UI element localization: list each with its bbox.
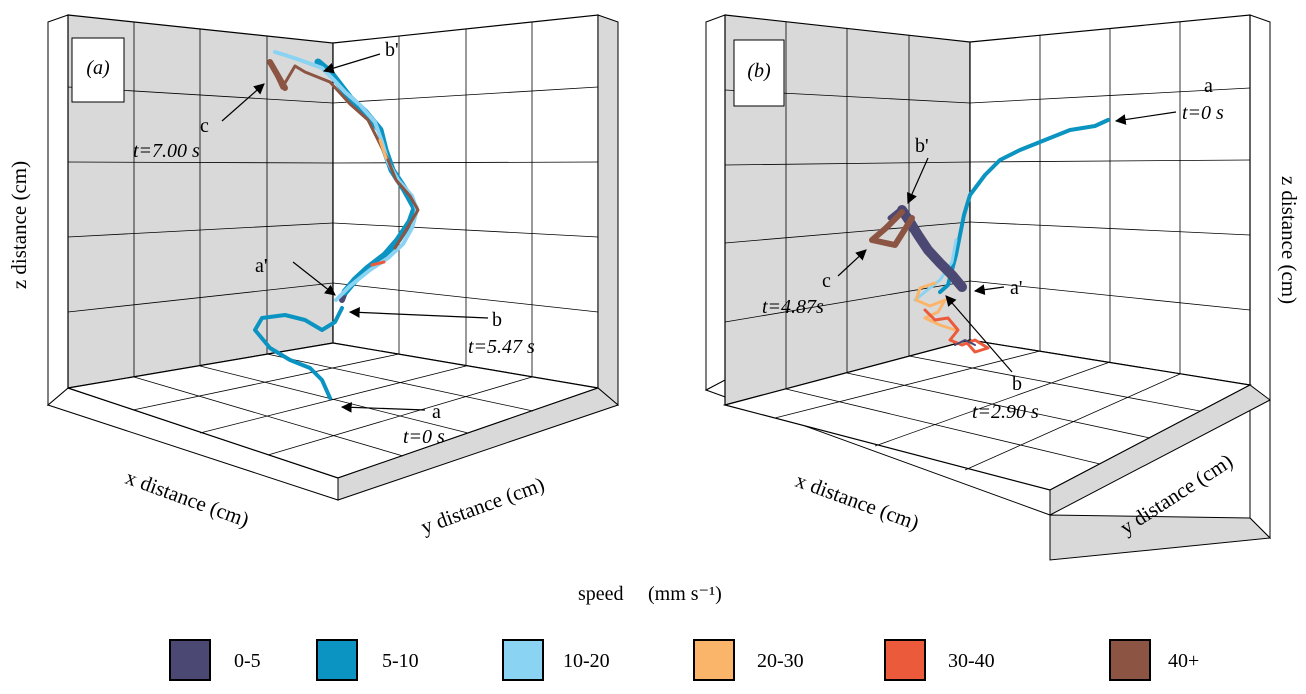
panel-b-label-box [733,39,785,107]
trajectory-segment-40plus [267,59,288,91]
legend-swatch [693,639,735,681]
annotation-b-b-label: b [1012,373,1022,395]
annotation-a-time: t=0 s [403,426,445,448]
panel-b-label: (b) [747,60,771,82]
trajectory-segment-20-30 [378,138,388,160]
panel-a-zlabel: z distance (cm) [7,161,31,289]
panel-a-trajectory [253,50,420,400]
trajectory-segment-10-20 [913,238,958,302]
annotation-b-time: t=5.47 s [468,336,535,358]
panel-b: (b) a t=0 s b t=2.90 s a' b' c t=4.87 [704,14,1301,561]
panel-b-annotations: a t=0 s b t=2.90 s a' b' c t=4.87s [762,75,1224,423]
legend-item: 30-40 [884,639,995,681]
annotation-b-aprime-label: a' [1010,277,1022,299]
panel-a-label: (a) [86,57,110,79]
annotation-b-a-arrow [1114,111,1177,125]
annotation-b-a-time: t=0 s [1182,102,1224,124]
legend-label: 40+ [1168,650,1199,672]
panel-a-label-box [71,37,125,103]
panel-b-trajectory [869,118,1110,354]
trajectory-segment-40plus [869,209,915,248]
panel-a-xlabel: x distance (cm) [122,465,252,532]
annotation-c-time: t=7.00 s [133,140,200,162]
panel-b-zlabel: z distance (cm) [1277,176,1301,304]
annotation-b-bprime-label: b' [915,135,929,157]
annotation-bprime-arrow [322,53,381,74]
trajectory-segment-30-40 [370,260,386,267]
panel-a-annotations: a t=0 s b t=5.47 s a' b' c t=7.00 s [133,39,535,448]
trajectory-segment-30-40 [923,308,990,354]
trajectory-segment-5-10 [253,306,344,400]
speed-caption-label: speed [578,583,624,605]
legend-item: 40+ [1109,639,1199,681]
legend-swatch [884,639,926,681]
annotation-b-c-label: c [822,270,831,292]
annotation-b-a-label: a [1204,75,1213,97]
legend-label: 5-10 [382,650,419,672]
legend-label: 0-5 [234,650,261,672]
annotation-b-c-arrow [837,249,867,277]
legend-swatch [169,639,211,681]
trajectory-segment-0-5 [954,339,976,346]
legend-swatch [502,639,544,681]
legend-label: 30-40 [948,650,995,672]
trajectory-segment-40plus [268,60,420,250]
annotation-c-arrow [221,83,265,122]
legend: 0-5 5-10 10-20 20-30 30-40 40+ [169,639,1199,681]
annotation-b-b-time: t=2.90 s [972,401,1039,423]
trajectory-segment-0-5 [887,207,903,221]
legend-swatch [316,639,358,681]
panel-a: (a) a t=0 s b t=5.47 s a' b' c t=7.00 [7,14,619,539]
legend-item: 5-10 [316,639,419,681]
legend-item: 20-30 [693,639,804,681]
legend-label: 10-20 [563,650,610,672]
annotation-aprime-label: a' [255,255,267,277]
annotation-bprime-label: b' [385,39,399,61]
legend-swatch [1109,639,1151,681]
trajectory-segment-20-30 [914,281,957,332]
speed-caption-unit: (mm s⁻¹) [648,583,722,605]
legend-item: 0-5 [169,639,261,681]
annotation-b-aprime-arrow [973,284,1005,296]
panel-a-back-wall-right [332,14,599,389]
legend-item: 10-20 [502,639,610,681]
legend-label: 20-30 [757,650,804,672]
annotation-a-arrow [340,401,426,413]
annotation-b-c-time: t=4.87s [762,296,824,318]
panel-a-ylabel: y distance (cm) [418,472,548,539]
annotation-c-label: c [200,115,209,137]
annotation-b-label: b [492,309,502,331]
annotation-b-b-arrow [945,295,1013,373]
annotation-aprime-arrow [292,261,336,296]
annotation-b-bprime-arrow [907,157,929,204]
speed-caption: speed (mm s⁻¹) [578,583,722,605]
trajectory-segment-5-10 [938,118,1110,294]
annotation-b-arrow [348,307,489,319]
annotation-a-label: a [432,401,441,423]
panel-b-xlabel: x distance (cm) [792,468,922,535]
